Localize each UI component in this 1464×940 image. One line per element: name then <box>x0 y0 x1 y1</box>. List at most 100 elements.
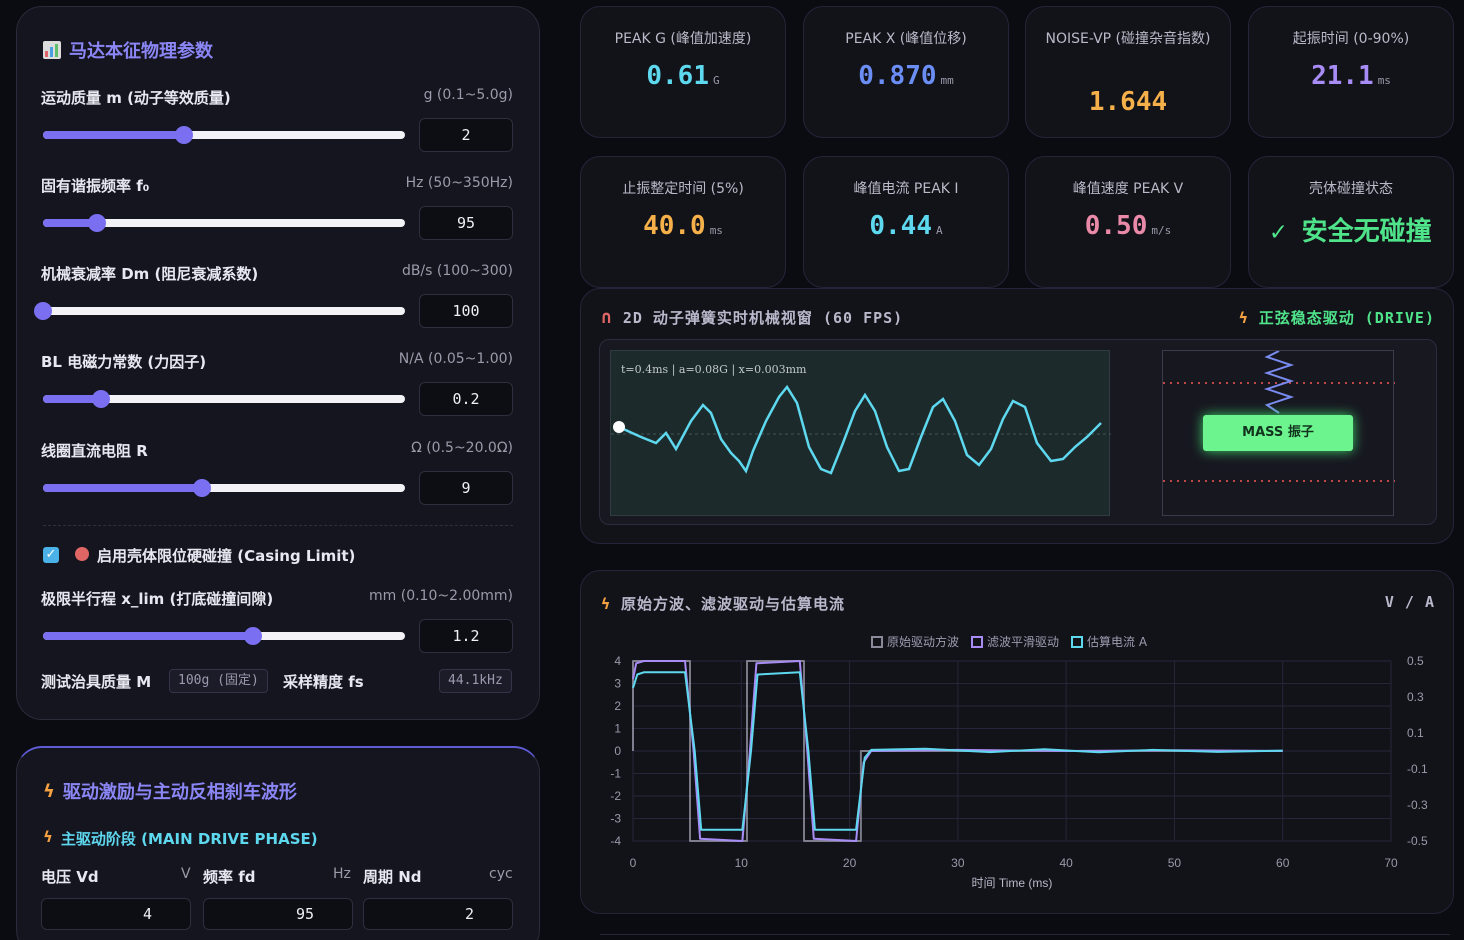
x-tick-label: 50 <box>1168 856 1182 870</box>
lightning-icon: ϟ <box>43 828 53 846</box>
drive-cycles-unit: cyc <box>489 866 513 882</box>
metric-unit: ms <box>1377 74 1391 87</box>
metric-unit: mm <box>940 74 954 87</box>
param-unit-2: dB/s (100~300) <box>401 263 513 279</box>
y-tick-label: -1 <box>610 767 621 781</box>
slider-thumb[interactable] <box>193 479 212 497</box>
drive-panel-title: ϟ 驱动激励与主动反相刹车波形 <box>43 778 297 804</box>
param-unit-3: N/A (0.05~1.00) <box>398 351 513 367</box>
wave-readout: t=0.4ms | a=0.08G | x=0.003mm <box>621 363 807 376</box>
x-tick-label: 20 <box>843 856 857 870</box>
metric-value: 0.44 A <box>804 211 1008 241</box>
metric-label: 峰值速度 PEAK V <box>1072 181 1184 197</box>
waveform-chart-panel: ϟ 原始方波、滤波驱动与估算电流 V / A 原始驱动方波 滤波平滑驱动 估算电… <box>580 570 1454 914</box>
metric-unit: A <box>936 224 943 237</box>
drive-cycles-input[interactable]: 2 <box>363 898 513 930</box>
legend-item-filtered[interactable]: 滤波平滑驱动 <box>971 633 1059 650</box>
spring-mass-svg <box>1163 351 1395 482</box>
xlim-input[interactable]: 1.2 <box>419 619 513 653</box>
y2-tick-label: 0.5 <box>1407 654 1424 668</box>
y-tick-label: 3 <box>614 677 621 691</box>
lightning-icon: ϟ <box>43 780 55 802</box>
viewport-title-text: 2D 动子弹簧实时机械视窗 (60 FPS) <box>622 309 904 327</box>
metric-card-7: 壳体碰撞状态 ✓ 安全无碰撞 <box>1248 156 1454 288</box>
x-tick-label: 0 <box>630 856 637 870</box>
mass-block: MASS 振子 <box>1203 415 1353 451</box>
metric-value-text: 1.644 <box>1088 87 1168 117</box>
metric-value: ✓ 安全无碰撞 <box>1249 211 1453 248</box>
drive-excitation-panel: ϟ 驱动激励与主动反相刹车波形 ϟ 主驱动阶段 (MAIN DRIVE PHAS… <box>16 746 540 940</box>
param-input-1[interactable]: 95 <box>419 206 513 240</box>
bar-chart-icon <box>43 41 61 59</box>
sample-rate-label: 采样精度 fs <box>283 673 364 691</box>
drive-frequency-input[interactable]: 95 <box>203 898 353 930</box>
legend-label-raw: 原始驱动方波 <box>887 635 960 649</box>
metric-value-text: 21.1 <box>1311 61 1374 91</box>
metric-label: NOISE-VP (碰撞杂音指数) <box>1045 31 1211 47</box>
metric-label: 起振时间 (0-90%) <box>1292 31 1410 47</box>
x-tick-label: 10 <box>735 856 749 870</box>
displacement-wave-svg <box>611 384 1111 475</box>
param-label-1: 固有谐振频率 f₀ <box>41 177 150 195</box>
legend-item-current[interactable]: 估算电流 A <box>1071 633 1147 650</box>
params-panel-title: 马达本征物理参数 <box>43 37 213 63</box>
params-divider <box>43 525 513 526</box>
params-title-text: 马达本征物理参数 <box>69 41 213 62</box>
metric-value: 21.1 ms <box>1249 61 1453 91</box>
casing-limit-checkbox[interactable]: ✓ <box>43 547 59 563</box>
slider-thumb[interactable] <box>243 627 262 645</box>
metric-label: 峰值电流 PEAK I <box>853 181 959 197</box>
metric-card-2: NOISE-VP (碰撞杂音指数) 1.644 <box>1025 6 1231 138</box>
param-slider-3[interactable] <box>43 390 405 408</box>
metric-card-6: 峰值速度 PEAK V 0.50 m/s <box>1025 156 1231 288</box>
x-tick-label: 70 <box>1384 856 1398 870</box>
metric-unit: G <box>713 74 720 87</box>
y-tick-label: 2 <box>614 699 621 713</box>
metric-card-4: 止振整定时间 (5%) 40.0 ms <box>580 156 786 288</box>
slider-thumb[interactable] <box>34 302 52 320</box>
param-unit-4: Ω (0.5~20.0Ω) <box>411 440 513 456</box>
lightning-icon: ϟ <box>1238 309 1249 327</box>
metric-card-0: PEAK G (峰值加速度) 0.61 G <box>580 6 786 138</box>
physics-params-panel: 马达本征物理参数 运动质量 m (动子等效质量) g (0.1~5.0g) 2 固… <box>16 6 540 720</box>
param-input-3[interactable]: 0.2 <box>419 382 513 416</box>
param-unit-0: g (0.1~5.0g) <box>423 87 513 103</box>
lightning-icon: ϟ <box>601 594 612 613</box>
param-input-4[interactable]: 9 <box>419 471 513 505</box>
metric-label: PEAK X (峰值位移) <box>845 31 967 47</box>
y-tick-label: 4 <box>614 654 621 668</box>
param-label-4: 线圈直流电阻 R <box>41 442 148 460</box>
drive-cycles-label: 周期 Nd <box>363 868 422 886</box>
param-input-0[interactable]: 2 <box>419 118 513 152</box>
x-tick-label: 60 <box>1276 856 1290 870</box>
metric-unit: m/s <box>1151 224 1172 237</box>
slider-thumb[interactable] <box>88 214 107 232</box>
slider-thumb[interactable] <box>91 390 110 408</box>
y-tick-label: -3 <box>610 812 621 826</box>
series-line-2 <box>632 671 1283 831</box>
metric-value-text: 0.50 <box>1084 211 1148 241</box>
param-slider-1[interactable] <box>43 214 405 232</box>
metric-value: 40.0 ms <box>581 211 785 241</box>
main-drive-phase-text: 主驱动阶段 (MAIN DRIVE PHASE) <box>60 830 318 848</box>
legend-label-current: 估算电流 A <box>1087 635 1148 649</box>
y2-tick-label: -0.1 <box>1407 762 1428 776</box>
param-label-0: 运动质量 m (动子等效质量) <box>41 89 231 107</box>
xlim-slider[interactable] <box>43 627 405 645</box>
drive-voltage-input[interactable]: 4 <box>41 898 191 930</box>
metric-card-1: PEAK X (峰值位移) 0.870 mm <box>803 6 1009 138</box>
slider-thumb[interactable] <box>175 126 194 144</box>
xlim-label: 极限半行程 x_lim (打底碰撞间隙) <box>41 590 274 608</box>
casing-limit-label: 启用壳体限位硬碰撞 (Casing Limit) <box>97 547 356 565</box>
legend-label-filtered: 滤波平滑驱动 <box>987 635 1060 649</box>
drive-voltage-unit: V <box>181 866 191 882</box>
param-input-2[interactable]: 100 <box>419 294 513 328</box>
param-slider-2[interactable] <box>34 302 405 320</box>
legend-item-raw[interactable]: 原始驱动方波 <box>871 633 959 650</box>
param-slider-4[interactable] <box>43 479 405 497</box>
y-tick-label: 1 <box>614 722 621 736</box>
x-tick-label: 40 <box>1059 856 1073 870</box>
slider-fill <box>43 219 98 227</box>
metric-value: 0.61 G <box>581 61 785 91</box>
param-slider-0[interactable] <box>43 126 405 144</box>
